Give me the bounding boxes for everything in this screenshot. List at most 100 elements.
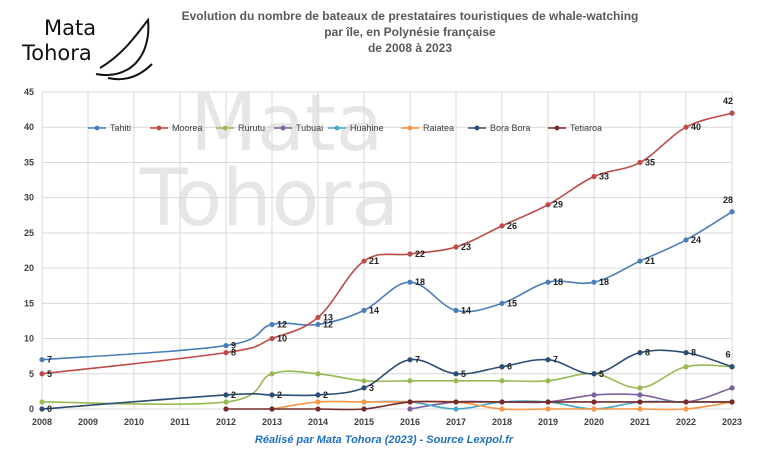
legend-label: Tetiaroa xyxy=(570,123,602,133)
y-tick-label: 20 xyxy=(24,263,34,273)
data-label-tahiti: 28 xyxy=(723,195,733,205)
data-point-rurutu xyxy=(499,378,505,384)
watermark-line1: Mata xyxy=(190,79,383,169)
logo-line1: Mata xyxy=(44,16,96,40)
data-label-tahiti: 9 xyxy=(231,341,236,351)
data-point-tetiaroa xyxy=(223,406,229,412)
series-moorea: 5 8 10 13 21 22 23 26 29 33 35 40 42 xyxy=(39,96,735,379)
data-label-bora-bora: 2 xyxy=(323,390,328,400)
y-tick-label: 10 xyxy=(24,334,34,344)
series-line-tetiaroa xyxy=(226,400,732,411)
data-label-tahiti: 12 xyxy=(323,319,333,329)
x-tick-label: 2015 xyxy=(354,417,374,427)
legend-marker xyxy=(280,125,286,131)
legend-label: Tahiti xyxy=(110,123,131,133)
y-tick-label: 35 xyxy=(24,157,34,167)
data-point-tahiti xyxy=(683,237,689,243)
legend-label: Huahine xyxy=(350,123,384,133)
data-label-moorea: 22 xyxy=(415,249,425,259)
x-tick-label: 2011 xyxy=(170,417,190,427)
x-tick-label: 2012 xyxy=(216,417,236,427)
data-label-moorea: 33 xyxy=(599,172,609,182)
data-point-moorea xyxy=(315,314,321,321)
legend: Tahiti Moorea Rurutu Tubuai Huahine Raiatea Bo… xyxy=(88,123,602,133)
data-point-raiatea xyxy=(637,406,643,412)
data-point-bora-bora xyxy=(591,371,597,377)
data-point-moorea xyxy=(269,335,275,342)
x-tick-label: 2018 xyxy=(492,417,512,427)
x-tick-label: 2013 xyxy=(262,417,282,427)
data-point-moorea xyxy=(223,350,229,356)
data-label-tahiti: 14 xyxy=(369,305,379,315)
data-point-tetiaroa xyxy=(361,406,367,412)
data-label-bora-bora: 8 xyxy=(645,348,650,358)
y-tick-label: 0 xyxy=(29,404,34,414)
legend-marker xyxy=(474,125,480,131)
x-tick-label: 2020 xyxy=(584,417,604,427)
legend-label: Bora Bora xyxy=(490,123,531,133)
legend-item-raiatea: Raiatea xyxy=(401,123,454,133)
legend-marker xyxy=(407,125,413,131)
data-point-raiatea xyxy=(315,399,321,405)
data-point-moorea xyxy=(683,124,689,130)
data-point-tahiti xyxy=(361,307,367,313)
data-label-tahiti: 18 xyxy=(553,277,563,287)
legend-label: Tubuai xyxy=(296,123,323,133)
data-point-tetiaroa xyxy=(729,399,735,405)
data-point-raiatea xyxy=(361,399,367,405)
data-label-tahiti: 18 xyxy=(415,277,425,287)
legend-item-moorea: Moorea xyxy=(150,123,203,133)
data-point-tetiaroa xyxy=(499,399,505,405)
legend-label: Rurutu xyxy=(238,123,265,133)
title-line1: Evolution du nombre de bateaux de presta… xyxy=(181,9,639,23)
y-tick-label: 25 xyxy=(24,228,34,238)
data-point-tubuai xyxy=(407,406,413,412)
data-label-tahiti: 7 xyxy=(47,355,52,365)
data-point-bora-bora xyxy=(637,350,643,356)
x-tick-label: 2009 xyxy=(78,417,98,427)
series-tetiaroa xyxy=(223,399,735,412)
data-point-tahiti xyxy=(39,357,45,363)
data-point-tetiaroa xyxy=(315,406,321,412)
data-point-bora-bora xyxy=(453,371,459,377)
data-point-tahiti xyxy=(407,279,413,285)
data-point-rurutu xyxy=(315,371,321,377)
series-rurutu xyxy=(39,364,735,406)
data-label-bora-bora: 8 xyxy=(691,348,696,358)
data-point-huahine xyxy=(453,406,459,412)
data-label-moorea: 29 xyxy=(553,200,563,210)
data-point-tahiti xyxy=(637,258,643,264)
x-tick-label: 2010 xyxy=(124,417,144,427)
series-line-bora-bora xyxy=(41,349,733,410)
legend-marker xyxy=(156,125,162,131)
data-point-moorea xyxy=(591,173,597,180)
legend-marker xyxy=(222,125,228,131)
data-point-rurutu xyxy=(39,399,45,405)
series-line-rurutu xyxy=(41,364,733,406)
data-point-rurutu xyxy=(453,378,459,384)
data-point-rurutu xyxy=(407,378,413,384)
y-tick-label: 30 xyxy=(24,193,34,203)
x-tick-label: 2008 xyxy=(32,417,52,427)
data-point-moorea xyxy=(637,159,643,166)
data-label-bora-bora: 2 xyxy=(231,390,236,400)
data-point-tetiaroa xyxy=(637,399,643,405)
legend-item-tubuai: Tubuai xyxy=(274,123,323,133)
data-label-bora-bora: 0 xyxy=(47,404,52,414)
series-tahiti: 7 9 12 12 14 18 14 15 18 18 21 24 28 xyxy=(39,195,735,365)
data-label-bora-bora: 2 xyxy=(277,390,282,400)
data-label-moorea: 23 xyxy=(461,242,471,252)
data-label-moorea: 10 xyxy=(277,334,287,344)
data-point-raiatea xyxy=(545,406,551,412)
data-label-bora-bora: 5 xyxy=(461,369,466,379)
data-point-rurutu xyxy=(637,385,643,391)
data-point-rurutu xyxy=(223,399,229,405)
data-label-moorea: 35 xyxy=(645,157,655,167)
legend-marker xyxy=(94,125,100,131)
whale-tail-icon xyxy=(95,17,150,77)
data-label-tahiti: 21 xyxy=(645,256,655,266)
whale-fin-icon xyxy=(107,63,153,81)
logo-line2: Tohora xyxy=(21,41,92,65)
